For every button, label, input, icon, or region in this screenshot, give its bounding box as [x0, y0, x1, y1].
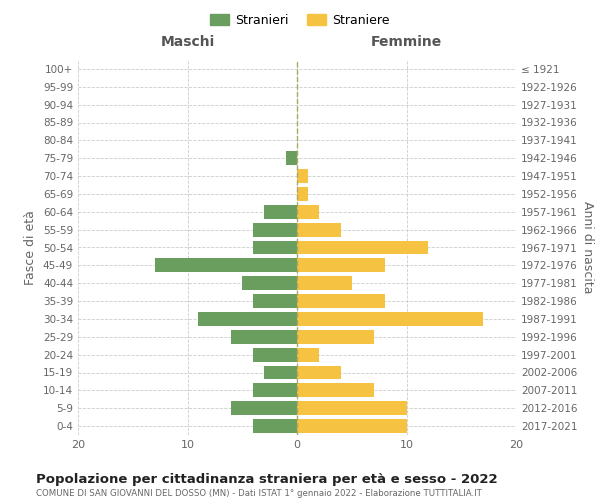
Bar: [253, 419, 297, 433]
Bar: [297, 294, 385, 308]
Bar: [297, 205, 319, 219]
Bar: [232, 401, 297, 415]
Bar: [253, 384, 297, 398]
Bar: [297, 401, 407, 415]
Bar: [297, 419, 407, 433]
Legend: Stranieri, Straniere: Stranieri, Straniere: [205, 8, 395, 32]
Bar: [297, 312, 483, 326]
Text: Popolazione per cittadinanza straniera per età e sesso - 2022: Popolazione per cittadinanza straniera p…: [36, 472, 497, 486]
Bar: [297, 222, 341, 236]
Bar: [253, 240, 297, 254]
Text: Maschi: Maschi: [160, 36, 215, 50]
Y-axis label: Anni di nascita: Anni di nascita: [581, 201, 594, 294]
Text: Femmine: Femmine: [371, 36, 442, 50]
Bar: [242, 276, 297, 290]
Bar: [297, 366, 341, 380]
Bar: [253, 294, 297, 308]
Bar: [253, 222, 297, 236]
Bar: [297, 187, 308, 201]
Bar: [155, 258, 297, 272]
Bar: [253, 348, 297, 362]
Bar: [297, 276, 352, 290]
Bar: [297, 169, 308, 183]
Bar: [297, 348, 319, 362]
Text: COMUNE DI SAN GIOVANNI DEL DOSSO (MN) - Dati ISTAT 1° gennaio 2022 - Elaborazion: COMUNE DI SAN GIOVANNI DEL DOSSO (MN) - …: [36, 489, 482, 498]
Bar: [264, 205, 297, 219]
Bar: [286, 151, 297, 165]
Bar: [297, 258, 385, 272]
Y-axis label: Fasce di età: Fasce di età: [25, 210, 37, 285]
Bar: [199, 312, 297, 326]
Bar: [297, 330, 374, 344]
Bar: [297, 240, 428, 254]
Bar: [232, 330, 297, 344]
Bar: [297, 384, 374, 398]
Bar: [264, 366, 297, 380]
